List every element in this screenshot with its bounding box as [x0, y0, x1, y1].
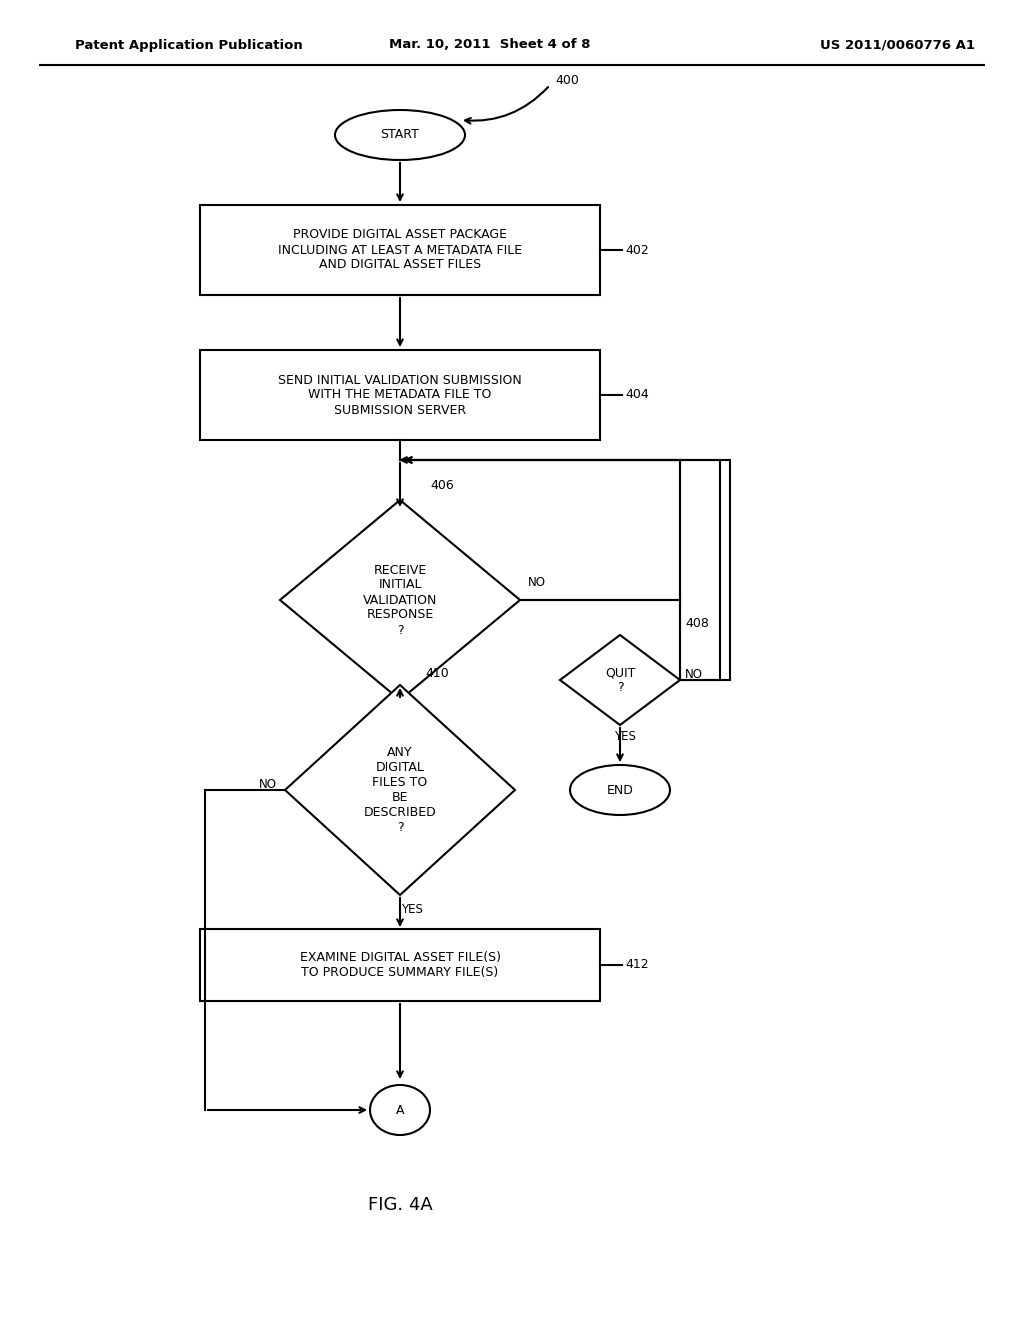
Text: 404: 404: [625, 388, 649, 401]
Polygon shape: [560, 635, 680, 725]
Bar: [200, 929, 600, 1001]
Bar: [200, 350, 600, 440]
Ellipse shape: [335, 110, 465, 160]
Text: 410: 410: [425, 667, 449, 680]
Text: YES: YES: [401, 708, 423, 721]
Text: YES: YES: [401, 903, 423, 916]
Text: PROVIDE DIGITAL ASSET PACKAGE
INCLUDING AT LEAST A METADATA FILE
AND DIGITAL ASS: PROVIDE DIGITAL ASSET PACKAGE INCLUDING …: [278, 228, 522, 272]
Polygon shape: [280, 500, 520, 700]
Text: EXAMINE DIGITAL ASSET FILE(S)
TO PRODUCE SUMMARY FILE(S): EXAMINE DIGITAL ASSET FILE(S) TO PRODUCE…: [299, 950, 501, 979]
Ellipse shape: [370, 1085, 430, 1135]
Text: 400: 400: [555, 74, 579, 87]
Text: 412: 412: [625, 958, 648, 972]
Ellipse shape: [570, 766, 670, 814]
Text: YES: YES: [614, 730, 636, 743]
Text: Patent Application Publication: Patent Application Publication: [75, 38, 303, 51]
Text: FIG. 4A: FIG. 4A: [368, 1196, 432, 1214]
Text: 408: 408: [685, 616, 709, 630]
Text: RECEIVE
INITIAL
VALIDATION
RESPONSE
?: RECEIVE INITIAL VALIDATION RESPONSE ?: [362, 564, 437, 636]
Text: 402: 402: [625, 243, 649, 256]
Text: SEND INITIAL VALIDATION SUBMISSION
WITH THE METADATA FILE TO
SUBMISSION SERVER: SEND INITIAL VALIDATION SUBMISSION WITH …: [279, 374, 522, 417]
Bar: [200, 205, 600, 294]
Text: START: START: [381, 128, 420, 141]
Text: NO: NO: [685, 668, 703, 681]
Text: END: END: [606, 784, 634, 796]
Text: US 2011/0060776 A1: US 2011/0060776 A1: [820, 38, 975, 51]
Polygon shape: [285, 685, 515, 895]
Text: ANY
DIGITAL
FILES TO
BE
DESCRIBED
?: ANY DIGITAL FILES TO BE DESCRIBED ?: [364, 746, 436, 834]
Text: Mar. 10, 2011  Sheet 4 of 8: Mar. 10, 2011 Sheet 4 of 8: [389, 38, 591, 51]
Text: A: A: [395, 1104, 404, 1117]
Text: QUIT
?: QUIT ?: [605, 667, 635, 694]
Text: NO: NO: [528, 576, 546, 589]
Text: 406: 406: [430, 479, 454, 492]
Text: NO: NO: [259, 779, 278, 792]
